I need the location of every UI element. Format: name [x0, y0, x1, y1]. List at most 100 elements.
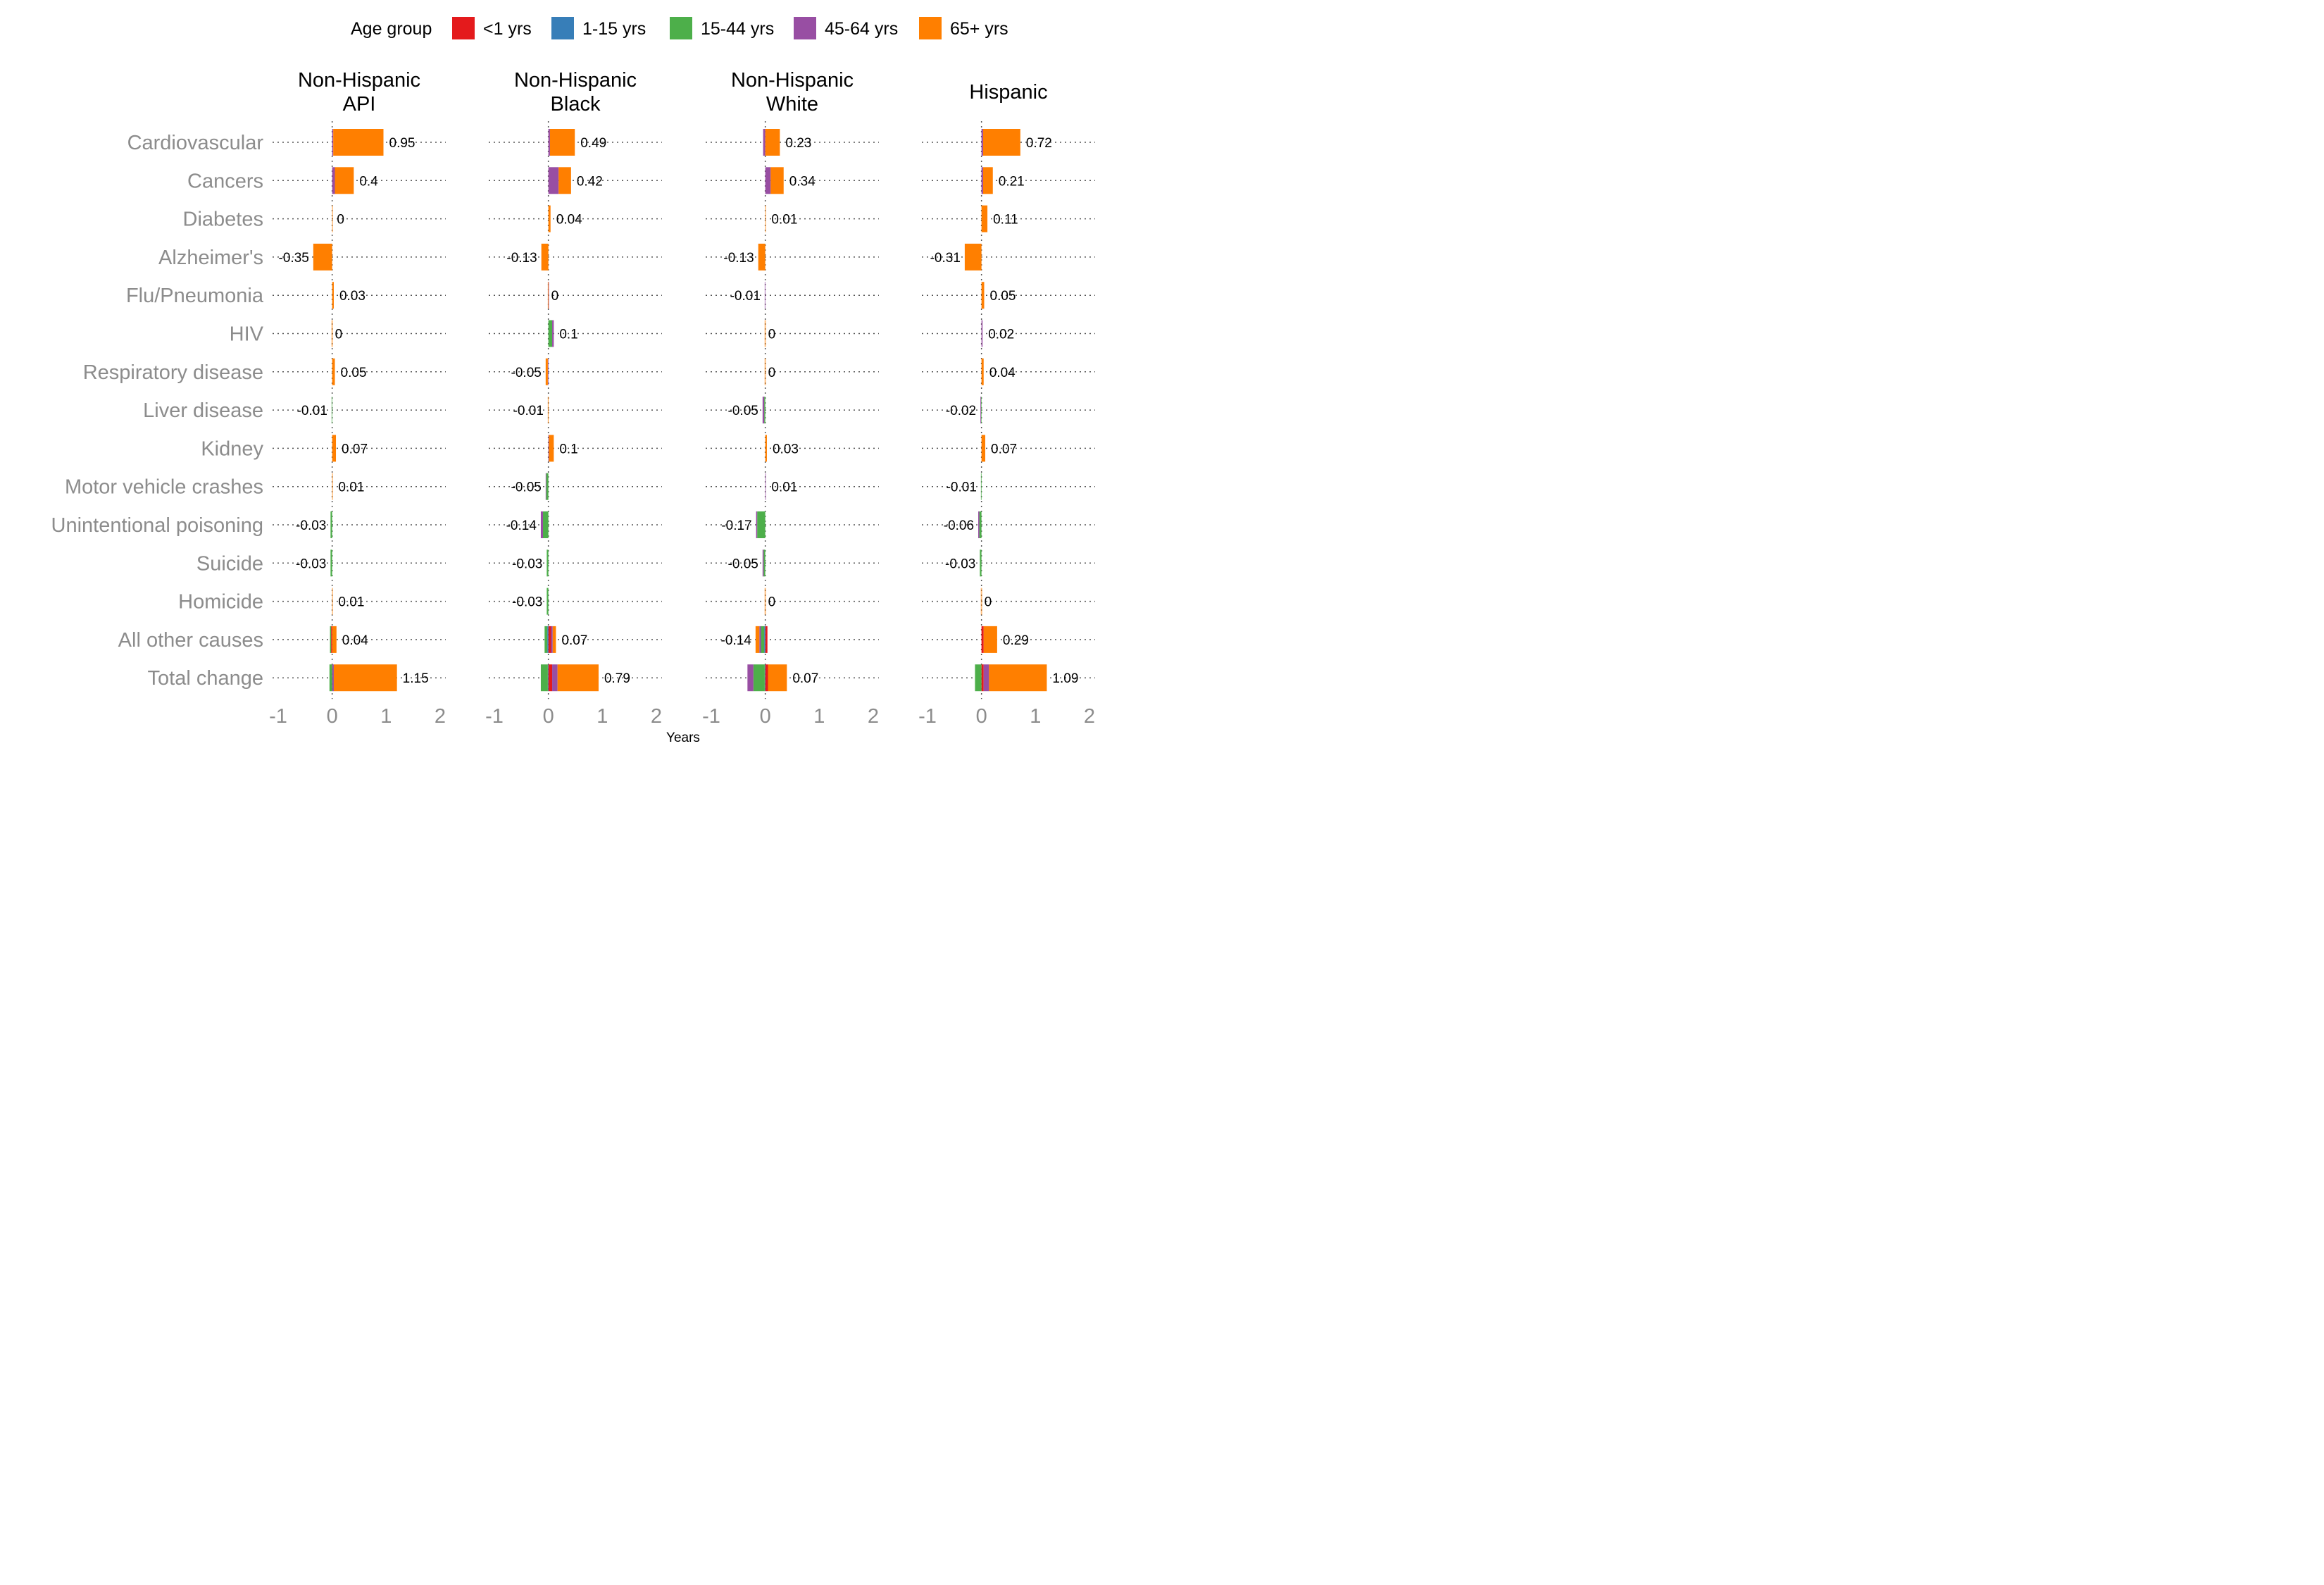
bar-segment [331, 626, 332, 653]
category-label: Flu/Pneumonia [126, 285, 264, 307]
x-tick-label: 1 [813, 705, 825, 728]
bar-segment [982, 129, 1020, 156]
total-label: 0 [551, 289, 559, 304]
x-tick-label: 2 [651, 705, 662, 728]
bar-segment [753, 664, 765, 692]
bar-segment [747, 664, 754, 692]
bar-segment [979, 511, 982, 538]
legend-title: Age group [351, 19, 432, 39]
total-label: -0.01 [297, 404, 327, 418]
total-label: -0.01 [730, 289, 761, 304]
total-label: 0.07 [792, 671, 818, 686]
bar-segment [333, 129, 384, 156]
bar-segment [332, 205, 333, 232]
bar-segment [768, 664, 787, 692]
category-label: Total change [148, 667, 263, 690]
category-label: Kidney [201, 437, 263, 460]
total-label: -0.14 [506, 518, 537, 533]
total-label: -0.13 [506, 251, 537, 266]
bar-segment [761, 626, 765, 653]
bar-segment [548, 664, 553, 692]
total-label: -0.01 [947, 480, 977, 495]
total-label: 0.1 [559, 442, 577, 456]
legend-swatch [670, 17, 692, 39]
legend-label: <1 yrs [483, 19, 532, 39]
bar-segment [764, 358, 766, 385]
total-label: 0 [768, 366, 776, 380]
bar-segment [980, 549, 982, 577]
bar-segment [765, 129, 780, 156]
bar-segment [552, 320, 554, 347]
bar-segment [546, 473, 549, 500]
total-label: 0.01 [338, 595, 364, 610]
x-tick-label: 1 [380, 705, 392, 728]
total-label: 0.34 [789, 174, 816, 189]
total-label: 0 [337, 213, 344, 228]
total-label: -0.35 [279, 251, 309, 266]
legend: Age group <1 yrs 1-15 yrs 15-44 yrs 45-64 y… [351, 17, 1008, 39]
legend-swatch [919, 17, 942, 39]
bar-segment [332, 282, 334, 309]
bar-segment [765, 435, 767, 462]
total-label: -0.31 [930, 251, 961, 266]
total-label: 0.4 [359, 174, 378, 189]
facet-title: Non-Hispanic [731, 69, 854, 92]
total-label: 0 [768, 328, 776, 342]
total-label: 1.15 [403, 671, 429, 686]
bar-segment [332, 358, 335, 385]
total-label: 0.07 [561, 633, 587, 648]
bar-segment [755, 626, 760, 653]
bar-segment [544, 626, 548, 653]
total-label: 0.05 [990, 289, 1016, 304]
bar-segment [981, 664, 984, 692]
bar-segment [332, 473, 333, 500]
bar-segment [763, 549, 766, 577]
bar-segment [540, 511, 543, 538]
total-label: 0 [768, 595, 776, 610]
bar-segment [764, 664, 766, 692]
bar-segment [982, 167, 993, 194]
total-label: 0.21 [999, 174, 1025, 189]
x-tick-label: 0 [976, 705, 987, 728]
legend-label: 65+ yrs [950, 19, 1008, 39]
total-label: 0.95 [389, 136, 416, 151]
bar-segment [332, 129, 334, 156]
bar-segment [330, 626, 332, 653]
bar-segment [541, 243, 549, 271]
total-label: 0 [985, 595, 992, 610]
bar-segment [548, 129, 550, 156]
bar-segment [981, 626, 984, 653]
bar-segment [765, 167, 771, 194]
bar-segment [332, 588, 333, 615]
bar-segment [757, 511, 766, 538]
total-label: 0.49 [580, 136, 606, 151]
total-label: -0.03 [945, 557, 975, 571]
x-tick-label: -1 [702, 705, 720, 728]
total-label: -0.01 [513, 404, 544, 418]
bar-segment [329, 664, 332, 692]
bar-segment [333, 664, 397, 692]
total-label: -0.03 [296, 557, 326, 571]
bar-segment [335, 167, 354, 194]
category-label: HIV [230, 323, 264, 346]
x-axis-title: Years [666, 731, 700, 745]
total-label: 1.09 [1052, 671, 1078, 686]
bar-segment [989, 664, 1047, 692]
bar-segment [330, 511, 332, 538]
total-label: 0.02 [988, 328, 1014, 342]
total-label: 0.29 [1003, 633, 1029, 648]
total-label: -0.05 [728, 557, 758, 571]
legend-swatch [452, 17, 475, 39]
bar-segment [547, 358, 549, 385]
bar-segment [552, 664, 558, 692]
category-label: Unintentional poisoning [51, 514, 264, 537]
x-tick-label: 1 [1030, 705, 1041, 728]
bar-segment [980, 588, 982, 615]
bar-segment [547, 282, 549, 309]
bar-segment [964, 243, 982, 271]
bar-segment [981, 282, 985, 309]
total-label: 0.79 [604, 671, 630, 686]
total-label: 0.04 [989, 366, 1016, 380]
